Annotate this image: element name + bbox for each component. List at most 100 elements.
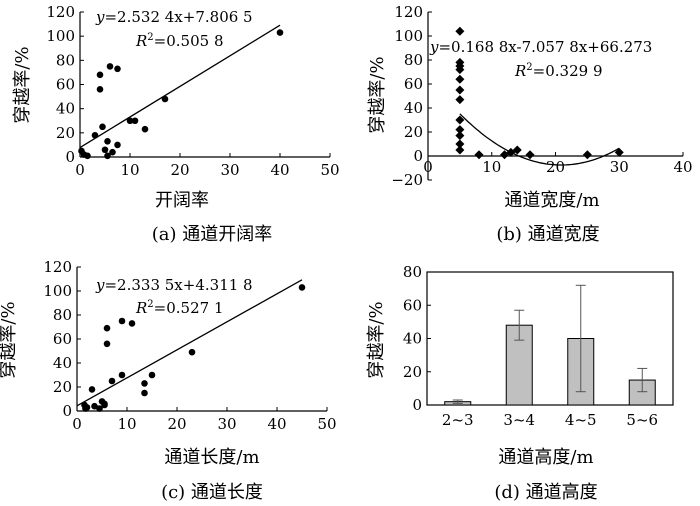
panel-a-data-point	[126, 117, 134, 125]
panel-b-xlabel: 通道宽度/m	[504, 190, 599, 211]
panel-a-data-point	[114, 141, 121, 149]
panel-b-caption: (b) 通道宽度	[496, 224, 599, 245]
panel-a-r2: R2=0.505 8	[135, 32, 224, 50]
panel-a-ytick-label: 80	[56, 51, 75, 69]
panel-a-data-point	[109, 148, 116, 156]
panel-a-fit-line	[79, 24, 281, 149]
panel-c-xlabel: 通道长度/m	[164, 447, 259, 468]
panel-c-data-point	[91, 402, 98, 410]
panel-b-data-point	[582, 150, 592, 160]
panel-c-data-point	[148, 371, 156, 379]
panel-a-data-point	[104, 137, 111, 145]
panel-a-xtick-label: 40	[270, 161, 289, 179]
panel-d-category-label: 2~3	[442, 411, 474, 429]
panel-a-data-point	[84, 152, 91, 160]
panel-b-ytick-label: 60	[404, 75, 423, 93]
panel-a-marks: 0 10 20 30 40 50 0 20 40 60 80 100 120	[46, 3, 339, 179]
panel-c-xtick-label: 20	[167, 415, 186, 433]
panel-c-equation: y=2.333 5x+4.311 8	[95, 276, 253, 294]
panel-c-ytick-label: 100	[43, 282, 72, 300]
panel-c-ytick-label: 40	[53, 354, 72, 372]
panel-a-equation-text: =2.532 4x+7.806 5	[104, 8, 252, 26]
panel-c-ytick-label: 60	[53, 330, 72, 348]
panel-b-fit-curve	[459, 113, 620, 166]
panel-a-data-point	[131, 117, 139, 125]
panel-a-data-point	[96, 86, 104, 93]
panel-c-data-point	[188, 348, 196, 356]
panel-a-caption: (a) 通道开阔率	[152, 224, 273, 245]
panel-a-xtick-label: 0	[75, 161, 85, 179]
panel-b-ytick-label: 0	[413, 147, 423, 165]
panel-c-data-point	[83, 404, 91, 411]
panel-c-data-point	[141, 389, 148, 397]
panel-b-xtick-label: 40	[673, 158, 692, 176]
panel-a: 0 10 20 30 40 50 0 20 40 60 80 100 120 开阔率 穿越率/% y=2…	[12, 3, 340, 245]
panel-b-data-point	[455, 26, 465, 36]
panel-c-data-point	[141, 380, 148, 387]
panel-a-r2-text: =0.505 8	[154, 32, 224, 50]
panel-a-ytick-label: 0	[65, 148, 75, 166]
panel-c-r2-text: =0.527 1	[154, 299, 224, 317]
panel-b-ytick-label: 80	[404, 51, 423, 69]
panel-a-data-point	[101, 146, 109, 154]
panel-a-xtick-label: 50	[320, 161, 339, 179]
panel-b-data-point	[455, 125, 465, 135]
panel-c-xtick-label: 50	[317, 415, 336, 433]
panel-a-data-point	[99, 123, 106, 131]
panel-b-data-point	[455, 65, 465, 75]
panel-b-xtick-label: 20	[546, 158, 565, 176]
panel-d-ytick-label: 20	[403, 363, 422, 381]
panel-c-xtick-label: 30	[217, 415, 236, 433]
panel-b-data-point	[512, 145, 522, 155]
panel-c-data-point	[128, 320, 136, 327]
panel-d-ytick-label: 60	[403, 296, 422, 314]
panel-d-category-label: 5~6	[626, 411, 658, 429]
panel-b-xtick-label: 30	[610, 158, 629, 176]
panel-d: 0 20 40 60 80 2~3 3~4 4~5 5~6 通道高度/m 穿越率/% (d) 通…	[366, 263, 674, 503]
panel-b-r2-sup: 2	[526, 62, 532, 73]
panel-b-ytick-label: −20	[391, 171, 423, 189]
panel-d-marks: 0 20 40 60 80 2~3 3~4 4~5 5~6	[403, 263, 674, 429]
panel-b-equation-text: =0.168 8x-7.057 8x+66.273	[438, 38, 652, 56]
panel-b-ytick-label: 40	[404, 99, 423, 117]
panel-c-caption: (c) 通道长度	[161, 482, 263, 503]
panel-b-data-point	[525, 150, 535, 160]
panel-a-data-point	[276, 29, 284, 36]
panel-b-equation: y=0.168 8x-7.057 8x+66.273	[429, 38, 652, 56]
panel-a-xlabel: 开阔率	[155, 190, 209, 211]
panel-a-ytick-label: 40	[56, 100, 75, 118]
panel-c-data-point	[118, 317, 126, 325]
panel-a-r2-sup: 2	[147, 32, 153, 43]
panel-c-ytick-label: 20	[53, 378, 72, 396]
panel-d-xlabel: 通道高度/m	[498, 447, 593, 468]
panel-a-xtick-label: 30	[220, 161, 239, 179]
panel-b-data-point	[455, 131, 465, 141]
panel-c-data-point	[108, 377, 116, 385]
panel-b-data-point	[455, 95, 465, 105]
panel-b-r2: R2=0.329 9	[514, 62, 603, 80]
panel-b-xtick-label: 0	[423, 158, 433, 176]
panel-a-ylabel: 穿越率/%	[12, 46, 33, 123]
panel-a-data-point	[114, 65, 121, 73]
panel-a-data-point	[141, 125, 149, 133]
panel-a-data-point	[106, 63, 114, 70]
panel-a-ytick-label: 20	[56, 124, 75, 142]
panel-c-data-point	[118, 371, 126, 379]
panel-b-data-point	[614, 147, 624, 157]
panel-a-data-point	[91, 131, 99, 139]
panel-c-xtick-label: 10	[117, 415, 136, 433]
panel-c-data-point	[298, 284, 306, 291]
panel-d-ylabel: 穿越率/%	[366, 301, 387, 378]
panel-a-ytick-label: 120	[46, 3, 75, 21]
panel-b-data-point	[455, 74, 465, 84]
panel-d-caption: (d) 通道高度	[494, 482, 597, 503]
panel-a-data-point	[96, 71, 104, 79]
panel-b-data-point	[455, 145, 465, 155]
panel-d-category-label: 4~5	[565, 411, 597, 429]
panel-c-equation-text: =2.333 5x+4.311 8	[104, 276, 252, 294]
panel-b-ylabel: 穿越率/%	[367, 56, 388, 133]
panel-c-xtick-label: 0	[72, 415, 82, 433]
panel-a-ytick-label: 100	[46, 27, 75, 45]
